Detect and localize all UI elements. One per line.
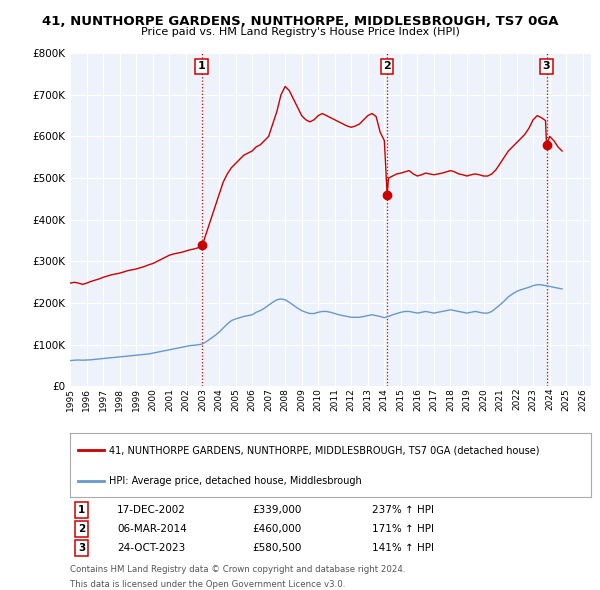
Text: 17-DEC-2002: 17-DEC-2002 (117, 506, 186, 515)
Text: Contains HM Land Registry data © Crown copyright and database right 2024.: Contains HM Land Registry data © Crown c… (70, 565, 406, 573)
Text: 1: 1 (198, 61, 206, 71)
Text: 06-MAR-2014: 06-MAR-2014 (117, 525, 187, 534)
Text: 3: 3 (78, 543, 85, 553)
Text: 171% ↑ HPI: 171% ↑ HPI (372, 525, 434, 534)
Text: 237% ↑ HPI: 237% ↑ HPI (372, 506, 434, 515)
Text: Price paid vs. HM Land Registry's House Price Index (HPI): Price paid vs. HM Land Registry's House … (140, 27, 460, 37)
Text: 2: 2 (78, 525, 85, 534)
Text: 1: 1 (78, 506, 85, 515)
Text: This data is licensed under the Open Government Licence v3.0.: This data is licensed under the Open Gov… (70, 581, 346, 589)
Text: £580,500: £580,500 (253, 543, 302, 553)
Text: 141% ↑ HPI: 141% ↑ HPI (372, 543, 434, 553)
Text: 24-OCT-2023: 24-OCT-2023 (117, 543, 185, 553)
Text: 41, NUNTHORPE GARDENS, NUNTHORPE, MIDDLESBROUGH, TS7 0GA: 41, NUNTHORPE GARDENS, NUNTHORPE, MIDDLE… (42, 15, 558, 28)
Text: 41, NUNTHORPE GARDENS, NUNTHORPE, MIDDLESBROUGH, TS7 0GA (detached house): 41, NUNTHORPE GARDENS, NUNTHORPE, MIDDLE… (109, 445, 540, 455)
Text: 2: 2 (383, 61, 391, 71)
Text: £339,000: £339,000 (253, 506, 302, 515)
Text: HPI: Average price, detached house, Middlesbrough: HPI: Average price, detached house, Midd… (109, 476, 362, 486)
Text: £460,000: £460,000 (253, 525, 302, 534)
Text: 3: 3 (543, 61, 550, 71)
